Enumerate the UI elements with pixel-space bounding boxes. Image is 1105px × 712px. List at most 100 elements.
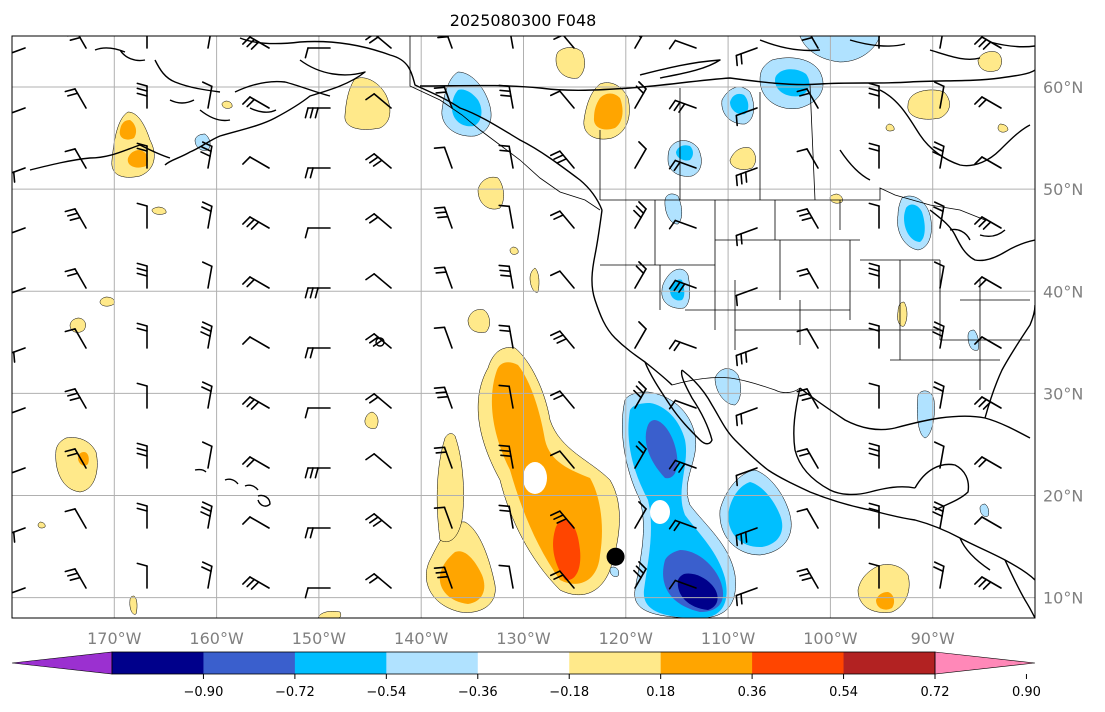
wind-barb: [201, 561, 213, 589]
wind-barb: [64, 568, 87, 589]
wind-barb: [12, 347, 26, 363]
wind-barb: [799, 36, 819, 49]
wind-barb: [974, 96, 1002, 109]
wind-barb: [433, 206, 453, 229]
wind-barb: [735, 527, 758, 547]
positive-patch-nunavut: [977, 51, 1002, 72]
yucatan: [914, 463, 970, 511]
colorbar-extend-max: [934, 651, 1036, 675]
wind-barb: [868, 262, 880, 289]
wind-barb: [668, 39, 697, 50]
wind-barb: [200, 501, 213, 529]
wind-barb: [433, 566, 453, 589]
wind-barb: [668, 459, 697, 473]
positive-patch-small-g: [37, 521, 46, 529]
colorbar-segment: [477, 652, 570, 674]
wind-barb: [549, 570, 575, 589]
wind-barb: [668, 99, 697, 113]
arctic-coast: [419, 69, 1035, 92]
wind-barb: [796, 328, 819, 349]
wind-barb: [549, 270, 575, 289]
wind-barb: [433, 266, 453, 289]
wind-barb: [304, 107, 331, 119]
lon-tick-label: 100°W: [803, 629, 858, 648]
wind-barb: [668, 159, 697, 172]
wind-barb: [136, 142, 148, 169]
wind-barb: [365, 393, 392, 409]
us-west-coast: [591, 209, 673, 386]
wind-barb: [868, 322, 880, 349]
colorbar-tick-label: 0.72: [921, 685, 950, 700]
wind-barb: [12, 47, 26, 54]
wind-barb: [64, 328, 87, 349]
wind-barb: [868, 382, 880, 409]
alaska-sw: [94, 47, 277, 122]
wind-barb: [201, 261, 213, 289]
colorbar-tick-label: −0.90: [184, 685, 224, 700]
wind-barb: [136, 322, 148, 349]
positive-patch-bering-core: [119, 120, 137, 140]
wind-barb: [549, 330, 575, 349]
wind-barb: [304, 347, 331, 359]
wind-barb: [136, 442, 148, 469]
wind-barb: [974, 216, 1002, 230]
negative-patch-canada-b-core: [775, 69, 810, 97]
wind-barb: [974, 36, 1002, 50]
positive-patch-great-plains: [897, 301, 908, 327]
wind-barb: [878, 36, 880, 49]
wind-barb: [365, 153, 392, 169]
wind-barb: [365, 573, 392, 589]
wind-barb: [64, 268, 87, 289]
wind-barb: [365, 513, 392, 529]
wind-barb: [549, 450, 575, 469]
wind-barb: [634, 441, 647, 469]
colorbar-tick-label: −0.18: [549, 685, 589, 700]
lon-tick-label: 110°W: [701, 629, 756, 648]
wind-barb: [933, 441, 945, 469]
wind-barb: [868, 562, 880, 589]
wind-barb: [12, 527, 26, 543]
wind-barb: [735, 167, 758, 187]
wind-barb: [796, 568, 819, 589]
hudson-bay: [839, 89, 1031, 181]
wind-barb: [796, 388, 819, 409]
positive-patch-offshore: [467, 309, 490, 333]
wind-barb: [735, 467, 758, 487]
positive-patch-gulf-alaska: [344, 77, 391, 130]
wind-barb: [64, 388, 87, 409]
gulf-coast: [793, 387, 1031, 496]
wind-barb: [304, 587, 331, 599]
wind-barb: [634, 321, 647, 349]
map-frame: [11, 35, 1036, 619]
wind-barb: [634, 261, 647, 289]
wind-barb: [735, 107, 758, 127]
wind-barb: [735, 407, 758, 427]
great-lakes: [929, 209, 1035, 262]
positive-patch-small-a: [829, 193, 843, 204]
wind-barb: [796, 508, 819, 529]
positive-patch-pacific-c: [99, 296, 115, 307]
wind-barb: [304, 407, 331, 419]
wind-barb: [365, 93, 392, 109]
wind-barb: [200, 321, 213, 349]
negative-patch-lakes-core: [904, 204, 925, 242]
wind-barb: [12, 467, 26, 474]
wind-barb: [974, 456, 1002, 469]
wind-barb: [933, 561, 945, 589]
wind-barb: [868, 502, 880, 529]
positive-patch-small-e: [221, 100, 233, 109]
hawaiian-islands: [194, 468, 271, 507]
wind-barb: [868, 142, 880, 169]
positive-patch-pacific-a-core: [78, 452, 89, 466]
wind-barb: [12, 287, 26, 294]
positive-strip: [436, 433, 464, 543]
wind-barb: [868, 82, 880, 109]
wind-barb: [735, 227, 758, 247]
wind-barb: [12, 107, 26, 114]
colorbar-segment: [660, 652, 753, 674]
wind-barb: [12, 227, 26, 234]
colorbar-segment: [843, 652, 936, 674]
wind-barb: [933, 261, 945, 289]
wind-barb: [796, 88, 819, 109]
